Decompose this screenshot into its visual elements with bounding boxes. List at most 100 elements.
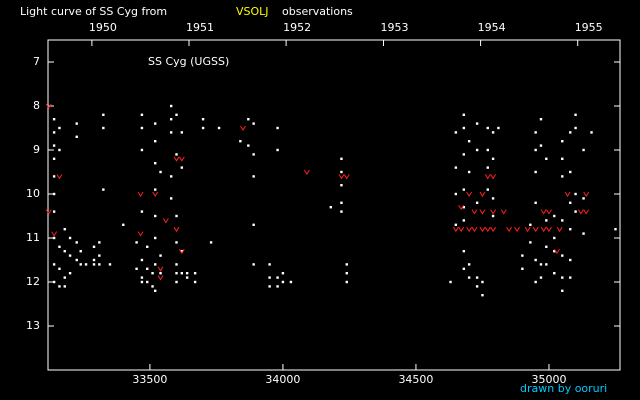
- data-point: [75, 241, 78, 244]
- x2-tick-label: 1952: [283, 21, 311, 34]
- data-point: [534, 170, 537, 174]
- data-point: [569, 276, 572, 279]
- data-point: [209, 241, 213, 244]
- data-point: [276, 285, 279, 288]
- data-point: [79, 263, 82, 266]
- data-point: [491, 214, 495, 218]
- y-tick-label: 11: [26, 231, 40, 244]
- data-point: [486, 148, 489, 152]
- data-point: [340, 210, 343, 213]
- data-point: [340, 157, 343, 160]
- data-point: [75, 122, 78, 125]
- data-point: [281, 272, 285, 275]
- data-point: [52, 131, 56, 134]
- data-point: [58, 285, 61, 288]
- data-point: [154, 140, 157, 143]
- data-point: [539, 263, 543, 266]
- data-point: [58, 245, 61, 248]
- upper-limit: [466, 191, 473, 197]
- data-point: [534, 131, 537, 134]
- data-point: [185, 276, 189, 279]
- data-point: [467, 140, 471, 143]
- data-point: [454, 223, 458, 226]
- data-point: [276, 148, 279, 152]
- upper-limit: [51, 231, 58, 237]
- upper-limit: [303, 169, 310, 175]
- plot-frame: [47, 39, 621, 371]
- data-point: [491, 157, 495, 160]
- upper-limit: [514, 226, 520, 233]
- data-point: [68, 254, 72, 257]
- data-point: [553, 236, 556, 240]
- data-point: [497, 126, 500, 130]
- upper-limit: [471, 209, 478, 215]
- data-point: [154, 214, 157, 218]
- data-point: [252, 263, 255, 266]
- data-point: [52, 210, 56, 213]
- data-point: [340, 184, 343, 187]
- data-point: [146, 245, 149, 248]
- data-point: [462, 267, 466, 270]
- upper-limit: [338, 174, 345, 180]
- y-tick-label: 10: [26, 187, 40, 200]
- data-point: [462, 219, 466, 222]
- upper-limit: [500, 209, 507, 215]
- data-point: [52, 175, 56, 178]
- upper-limit: [157, 266, 164, 272]
- data-point: [574, 113, 577, 116]
- upper-limit: [540, 226, 547, 233]
- data-point: [122, 223, 125, 226]
- data-point: [252, 175, 255, 178]
- data-point: [58, 267, 61, 270]
- y-tick-label: 13: [26, 319, 40, 332]
- x2-tick-label: 1950: [89, 21, 117, 34]
- data-point: [159, 254, 162, 257]
- data-point: [180, 272, 184, 275]
- annotation: SS Cyg (UGSS): [148, 55, 229, 68]
- data-point: [553, 250, 556, 253]
- data-point: [449, 280, 452, 284]
- data-point: [486, 166, 489, 169]
- data-point: [486, 188, 489, 191]
- data-point: [491, 131, 495, 134]
- data-point: [582, 148, 585, 152]
- data-point: [462, 206, 466, 209]
- data-point: [561, 175, 564, 178]
- data-point: [169, 197, 173, 200]
- data-point: [175, 113, 178, 116]
- data-point: [252, 153, 255, 156]
- data-point: [92, 245, 96, 248]
- data-point: [68, 272, 72, 275]
- data-point: [201, 118, 205, 121]
- data-point: [63, 285, 66, 288]
- data-point: [146, 280, 149, 284]
- upper-limit: [157, 275, 164, 281]
- data-point: [140, 113, 144, 116]
- data-point: [268, 276, 271, 279]
- data-point: [529, 223, 532, 226]
- data-point: [75, 258, 78, 262]
- data-point: [108, 263, 112, 266]
- data-point: [529, 241, 532, 244]
- x2-tick-label: 1953: [380, 21, 408, 34]
- data-point: [268, 263, 271, 266]
- x2-tick-label: 1955: [575, 21, 603, 34]
- upper-limit: [173, 156, 180, 162]
- data-point: [569, 228, 572, 231]
- data-point: [569, 170, 572, 174]
- data-point: [159, 170, 162, 174]
- data-point: [561, 289, 564, 292]
- upper-limit: [484, 226, 491, 233]
- upper-limit: [490, 174, 497, 180]
- upper-limit: [564, 191, 571, 197]
- upper-limit: [577, 209, 584, 215]
- data-point: [140, 258, 144, 262]
- upper-limit: [540, 209, 547, 215]
- y-tick-label: 8: [33, 99, 40, 112]
- upper-limit: [56, 174, 63, 180]
- data-point: [340, 201, 343, 204]
- data-point: [154, 188, 157, 191]
- data-point: [52, 236, 56, 240]
- data-point: [521, 267, 524, 270]
